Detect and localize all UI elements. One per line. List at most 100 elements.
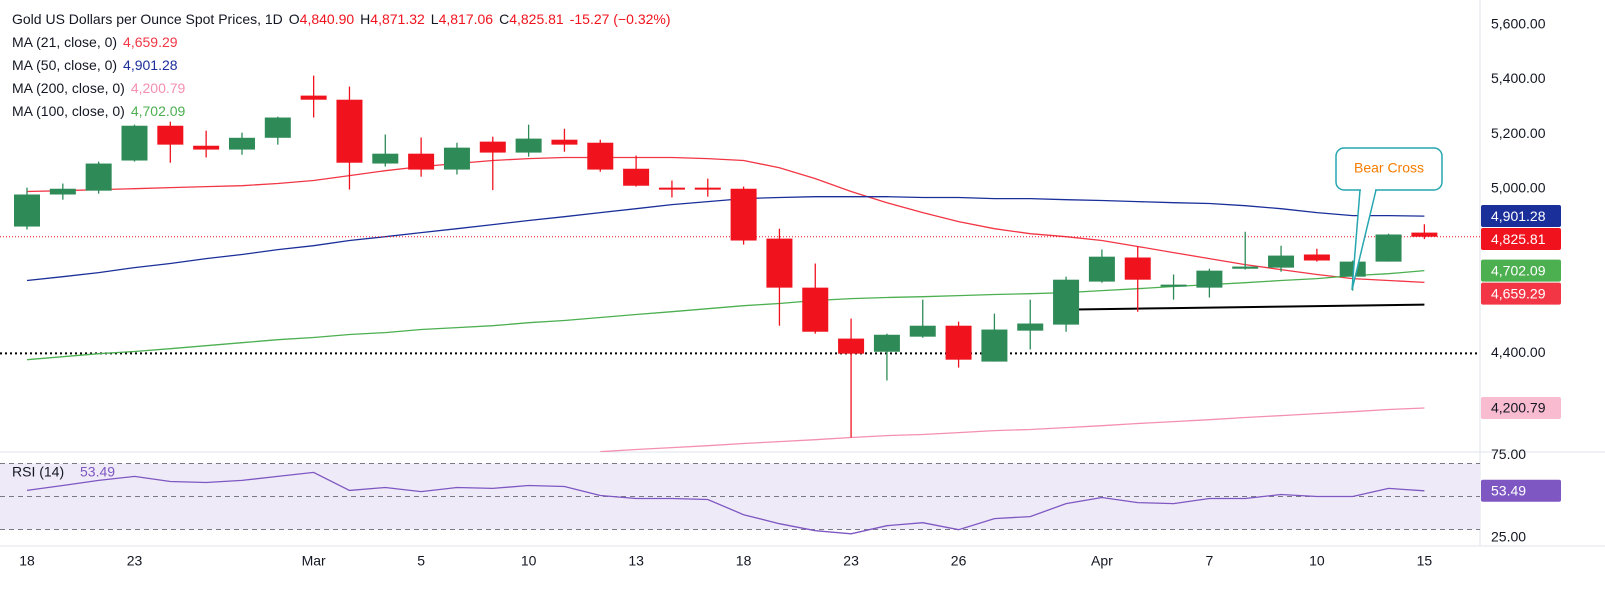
price-tag-label: 53.49 — [1491, 482, 1526, 498]
y-tick-label: 5,400.00 — [1491, 70, 1546, 86]
candle-body — [551, 139, 578, 145]
candle-body — [1196, 270, 1223, 288]
price-tag-label: 4,901.28 — [1491, 208, 1546, 224]
ohlc-value: 4,817.06 — [438, 11, 494, 27]
y-tick-label: 5,600.00 — [1491, 15, 1546, 31]
y-tick-label: 4,400.00 — [1491, 344, 1546, 360]
legend-row: MA (21, close, 0) 4,659.29 — [12, 31, 677, 54]
annotation-text: Bear Cross — [1354, 160, 1424, 176]
candle-body — [336, 99, 363, 163]
price-tag — [1481, 396, 1561, 419]
candle-body — [802, 287, 829, 332]
y-tick-label: 25.00 — [1491, 528, 1526, 544]
x-tick-label: 5 — [417, 553, 425, 569]
candle-body — [1232, 266, 1259, 269]
candle-body — [1268, 255, 1295, 268]
moving-average — [26, 269, 1425, 361]
legend-name: MA (21, close, 0) — [12, 34, 118, 50]
annotation-box — [1335, 147, 1443, 191]
legend-row: MA (100, close, 0) 4,702.09 — [12, 100, 677, 123]
legend-row: MA (50, close, 0) 4,901.28 — [12, 54, 677, 77]
legend-value: 4,659.29 — [123, 34, 178, 50]
candle-body — [1339, 261, 1366, 277]
price-tag — [1481, 228, 1561, 251]
y-tick-label: 75.00 — [1491, 446, 1526, 462]
legend-value: 4,702.09 — [130, 103, 186, 119]
candle-body — [408, 153, 435, 170]
rsi-value: 53.49 — [80, 464, 115, 480]
moving-average — [26, 156, 1425, 284]
ohlc-key: O — [288, 11, 300, 27]
candle-body — [157, 125, 184, 145]
ohlc-key: H — [360, 11, 371, 27]
legend-name: MA (100, close, 0) — [12, 103, 125, 119]
candle-body — [587, 142, 614, 170]
rsi-pane — [0, 463, 1480, 535]
bear-cross-annotation: Bear Cross — [1335, 147, 1443, 291]
candle-body — [49, 188, 76, 195]
candle-body — [1303, 254, 1330, 261]
rsi-title: RSI (14) — [12, 464, 64, 480]
candle-body — [838, 338, 865, 354]
legend-name: MA (200, close, 0) — [12, 80, 125, 96]
candle-body — [193, 145, 220, 150]
price-tag-label: 4,702.09 — [1491, 262, 1546, 278]
x-tick-label: 26 — [951, 553, 967, 569]
price-tag — [1481, 479, 1561, 502]
legend: Gold US Dollars per Ounce Spot Prices, 1… — [12, 8, 677, 123]
chart-title: Gold US Dollars per Ounce Spot Prices, 1… — [12, 11, 283, 27]
x-tick-label: 10 — [1309, 553, 1325, 569]
ohlc-value: 4,825.81 — [509, 11, 564, 27]
price-tag — [1481, 259, 1561, 282]
moving-average — [26, 196, 1425, 282]
x-tick-label: 7 — [1205, 553, 1213, 569]
candle-body — [909, 325, 936, 337]
x-tick-label: Apr — [1091, 553, 1113, 569]
candle-body — [730, 188, 757, 241]
legend-row: Gold US Dollars per Ounce Spot Prices, 1… — [12, 8, 677, 31]
x-tick-label: 23 — [843, 553, 859, 569]
ohlc-value: 4,840.90 — [299, 11, 355, 27]
x-tick-label: 10 — [521, 553, 537, 569]
price-tag — [1481, 205, 1561, 228]
change: -15.27 (−0.32%) — [569, 11, 671, 27]
x-tick-label: 18 — [736, 553, 752, 569]
candle-body — [443, 147, 470, 170]
y-tick-label: 5,200.00 — [1491, 125, 1546, 141]
annotation-pointer — [1351, 189, 1377, 291]
candle-body — [85, 163, 112, 191]
candle-body — [766, 238, 793, 288]
x-tick-label: Mar — [302, 553, 326, 569]
candle-body — [515, 138, 542, 153]
candle-body — [873, 334, 900, 352]
price-tag-label: 4,659.29 — [1491, 285, 1546, 301]
candle-body — [1053, 279, 1080, 325]
candle-body — [1411, 232, 1438, 237]
price-tag — [1481, 282, 1561, 305]
ohlc-key: C — [499, 11, 510, 27]
x-tick-label: 18 — [19, 553, 35, 569]
price-tag-label: 4,825.81 — [1491, 231, 1546, 247]
candle-body — [228, 137, 255, 150]
x-tick-label: 13 — [628, 553, 644, 569]
x-tick-label: 23 — [127, 553, 143, 569]
price-pane — [0, 75, 1480, 452]
candle-body — [372, 153, 399, 164]
candle-body — [1160, 284, 1187, 287]
candle-body — [264, 117, 291, 138]
x-tick-label: 15 — [1417, 553, 1433, 569]
legend-value: 4,200.79 — [130, 80, 186, 96]
moving-average — [600, 407, 1425, 452]
ohlc-key: L — [430, 11, 439, 27]
candle-body — [981, 329, 1008, 362]
legend-value: 4,901.28 — [123, 57, 178, 73]
legend-row: MA (200, close, 0) 4,200.79 — [12, 77, 677, 100]
candle-body — [1124, 257, 1151, 280]
candle-body — [121, 125, 148, 161]
candle-body — [945, 325, 972, 360]
candle-body — [300, 95, 327, 100]
candle-body — [479, 141, 506, 153]
price-tag-label: 4,200.79 — [1491, 400, 1546, 416]
